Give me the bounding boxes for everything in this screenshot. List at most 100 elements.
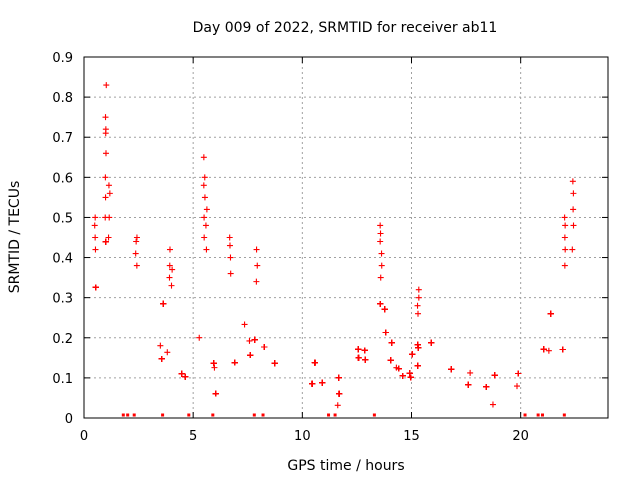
- data-point: [319, 379, 326, 386]
- data-point: [415, 310, 422, 317]
- data-point: [387, 357, 394, 364]
- data-point: [106, 190, 113, 197]
- x-tick-label: 15: [403, 429, 420, 444]
- data-point: [545, 347, 552, 354]
- data-point: [164, 349, 171, 356]
- data-point: [92, 246, 99, 253]
- y-tick-label: 0.1: [52, 372, 73, 387]
- data-point: [133, 238, 140, 245]
- data-point: [355, 346, 362, 353]
- data-point: [166, 274, 173, 281]
- data-point: [395, 365, 402, 372]
- data-point: [133, 262, 140, 269]
- data-point: [227, 254, 234, 261]
- data-point: [570, 206, 577, 213]
- data-point: [253, 278, 260, 285]
- data-point: [105, 182, 112, 189]
- data-point: [102, 114, 109, 121]
- data-point: [406, 370, 413, 377]
- data-point: [311, 359, 318, 366]
- x-tick-label: 20: [512, 429, 529, 444]
- data-point: [448, 366, 455, 373]
- data-point: [168, 282, 175, 289]
- data-point: [561, 262, 568, 269]
- data-point: [415, 286, 422, 293]
- data-point: [514, 383, 521, 390]
- data-point: [201, 234, 208, 241]
- data-point: [226, 234, 233, 241]
- data-point: [569, 178, 576, 185]
- ticks-layer: 0 5 10 15 20 0 0.1 0.2 0.3 0.4 0.5 0.6 0.7 0.8 0.9: [52, 51, 608, 444]
- data-point: [377, 230, 384, 237]
- data-point: [336, 390, 343, 397]
- data-point: [212, 390, 219, 397]
- data-point: [407, 374, 414, 381]
- data-point: [132, 250, 139, 257]
- data-point: [483, 383, 490, 390]
- data-point: [92, 234, 99, 241]
- data-point: [92, 284, 99, 291]
- data-point: [414, 302, 421, 309]
- y-tick-label: 0.6: [52, 171, 73, 186]
- data-point: [106, 214, 113, 221]
- data-point: [377, 300, 384, 307]
- data-point: [166, 262, 173, 269]
- data-point: [201, 214, 208, 221]
- y-tick-label: 0.8: [52, 91, 73, 106]
- data-point: [133, 234, 140, 241]
- grid-layer: [84, 57, 608, 418]
- data-point: [388, 339, 395, 346]
- data-point: [381, 306, 388, 313]
- data-point: [203, 206, 210, 213]
- data-point: [515, 370, 522, 377]
- data-point: [246, 337, 253, 344]
- data-point: [378, 250, 385, 257]
- data-point: [196, 334, 203, 341]
- data-point: [103, 82, 110, 89]
- data-point: [200, 154, 207, 161]
- data-point: [562, 246, 569, 253]
- data-point: [362, 356, 369, 363]
- x-axis-label: GPS time / hours: [287, 458, 404, 474]
- data-point: [227, 270, 234, 277]
- data-point: [491, 372, 498, 379]
- data-point: [562, 222, 569, 229]
- data-point: [334, 402, 341, 409]
- data-point: [415, 344, 422, 351]
- data-point: [261, 343, 268, 350]
- data-point: [105, 234, 112, 241]
- data-point: [102, 150, 109, 157]
- data-point: [467, 369, 474, 376]
- data-point: [254, 262, 261, 269]
- chart-title: Day 009 of 2022, SRMTID for receiver ab1…: [193, 20, 498, 36]
- data-point: [178, 370, 185, 377]
- data-point: [414, 362, 421, 369]
- x-tick-label: 10: [294, 429, 311, 444]
- data-point: [203, 246, 210, 253]
- data-point: [570, 222, 577, 229]
- data-point: [226, 242, 233, 249]
- y-tick-label: 0.2: [52, 332, 73, 347]
- data-point: [102, 126, 109, 133]
- data-point: [210, 360, 217, 367]
- y-tick-label: 0.5: [52, 211, 73, 226]
- data-point: [102, 174, 109, 181]
- points-layer: [91, 82, 577, 417]
- data-point: [415, 294, 422, 301]
- x-tick-label: 0: [80, 429, 88, 444]
- data-point: [377, 238, 384, 245]
- data-point: [355, 354, 362, 361]
- data-point: [561, 234, 568, 241]
- data-point: [211, 364, 218, 371]
- data-point: [409, 351, 416, 358]
- data-point: [91, 222, 98, 229]
- data-point: [200, 182, 207, 189]
- data-point: [102, 238, 109, 245]
- data-point: [158, 355, 165, 362]
- data-point: [559, 346, 566, 353]
- data-point: [271, 360, 278, 367]
- data-point: [569, 246, 576, 253]
- data-point: [428, 339, 435, 346]
- data-point: [202, 222, 209, 229]
